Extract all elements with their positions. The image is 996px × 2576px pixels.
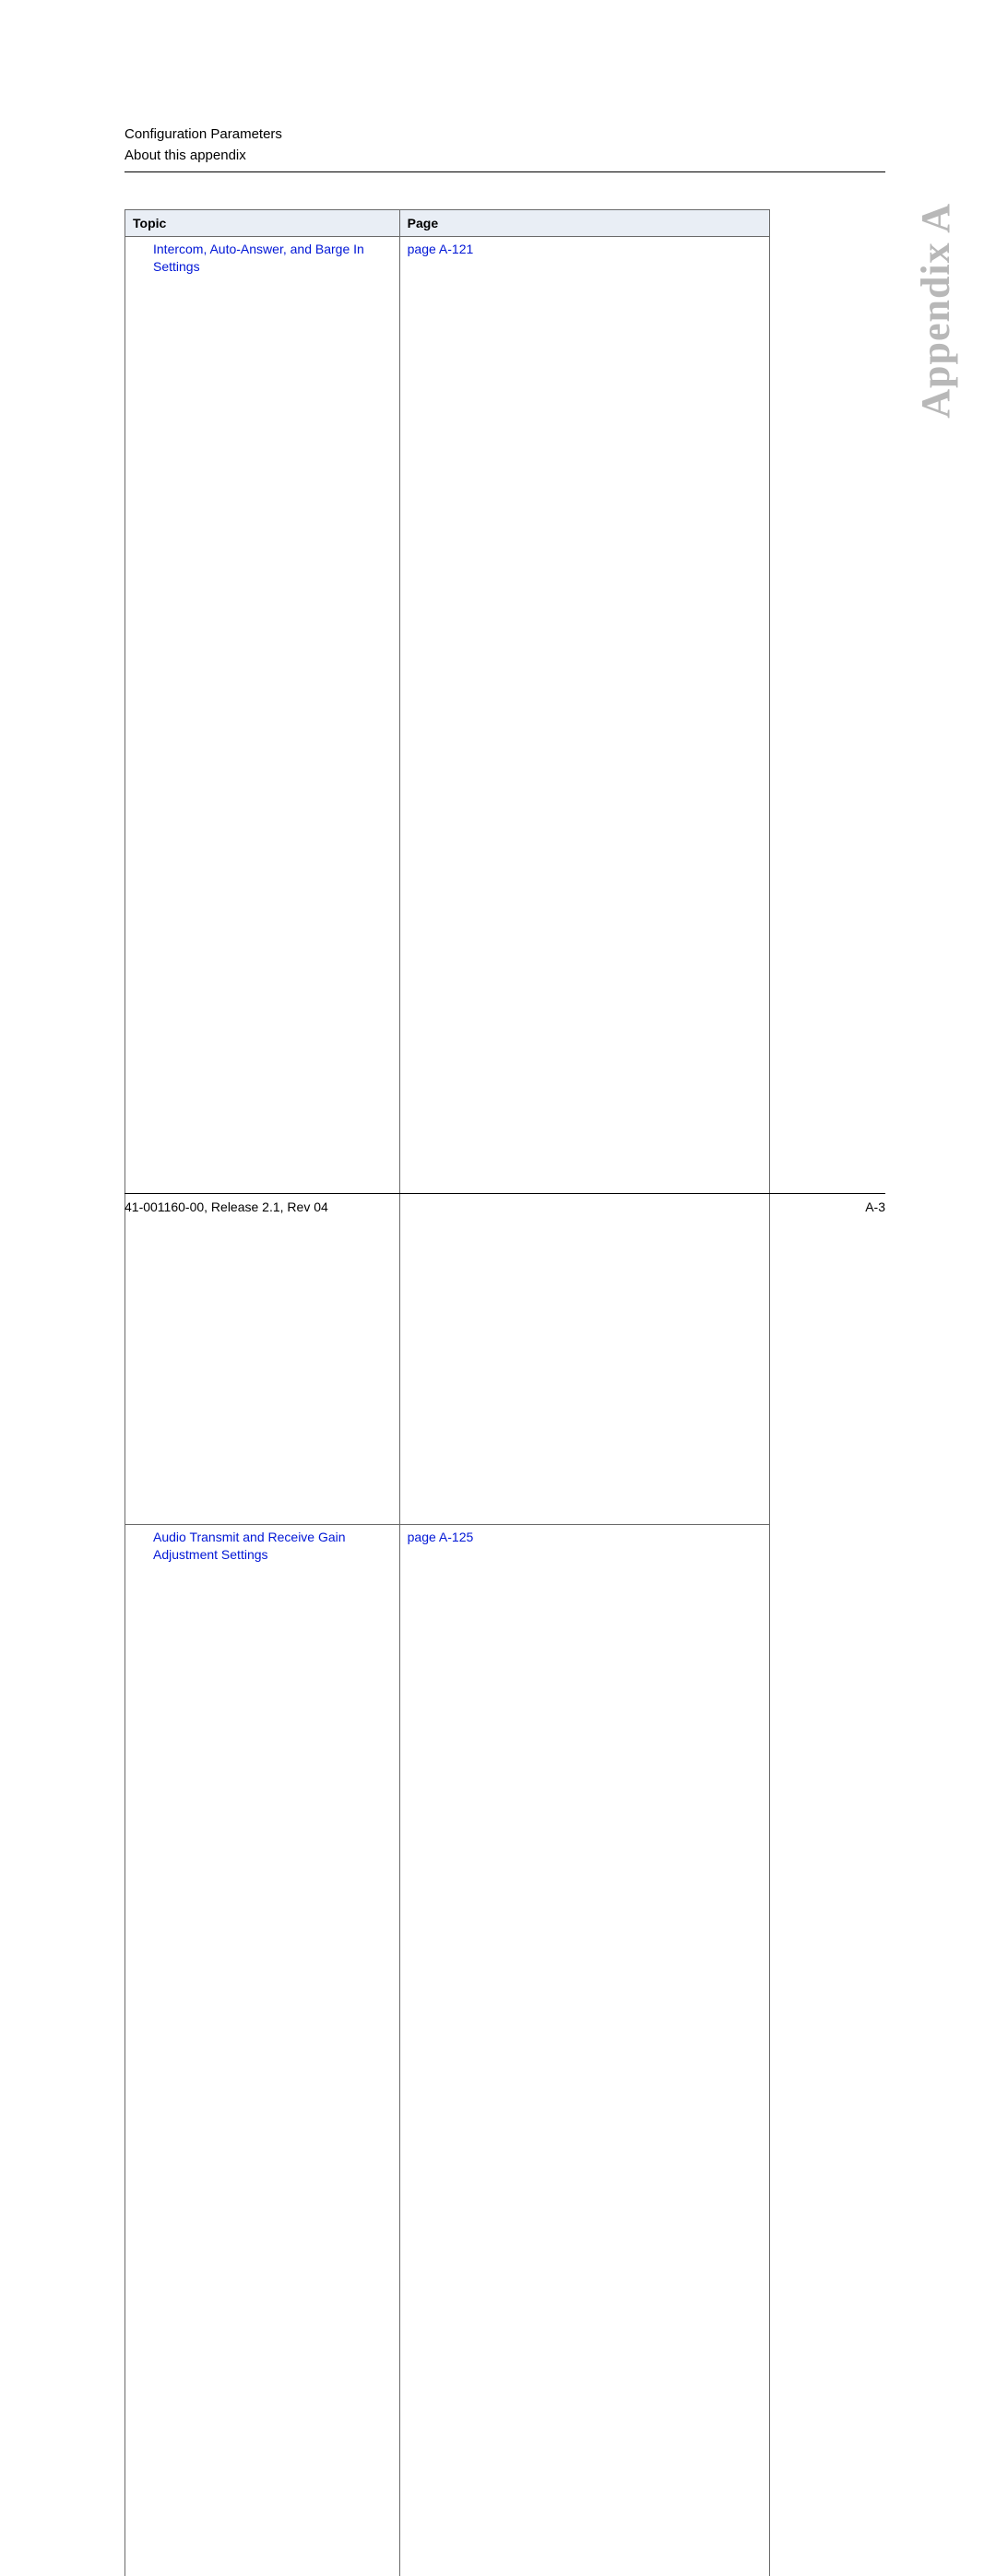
page-footer: 41-001160-00, Release 2.1, Rev 04 A-3 bbox=[125, 1193, 885, 1214]
toc-table: Topic Page Intercom, Auto-Answer, and Ba… bbox=[125, 209, 770, 2576]
toc-header-page: Page bbox=[399, 210, 769, 237]
page-header: Configuration Parameters About this appe… bbox=[125, 124, 885, 172]
toc-header-topic: Topic bbox=[125, 210, 400, 237]
footer-row: 41-001160-00, Release 2.1, Rev 04 A-3 bbox=[125, 1199, 885, 1214]
page-link[interactable]: page A-121 bbox=[408, 242, 474, 256]
appendix-side-label: Appendix A bbox=[912, 203, 959, 419]
header-line-2: About this appendix bbox=[125, 146, 885, 167]
topic-cell: Intercom, Auto-Answer, and Barge In Sett… bbox=[125, 237, 400, 1525]
toc-body: Intercom, Auto-Answer, and Barge In Sett… bbox=[125, 237, 770, 2576]
footer-left: 41-001160-00, Release 2.1, Rev 04 bbox=[125, 1199, 328, 1214]
toc-table-wrap: Topic Page Intercom, Auto-Answer, and Ba… bbox=[125, 209, 885, 2576]
page-cell: page A-121 bbox=[399, 237, 769, 1525]
topic-link[interactable]: Intercom, Auto-Answer, and Barge In Sett… bbox=[133, 241, 392, 276]
page-cell: page A-125 bbox=[399, 1525, 769, 2576]
header-line-1: Configuration Parameters bbox=[125, 124, 885, 146]
topic-cell: Audio Transmit and Receive Gain Adjustme… bbox=[125, 1525, 400, 2576]
toc-header-row: Topic Page bbox=[125, 210, 770, 237]
document-page: Configuration Parameters About this appe… bbox=[0, 0, 996, 1288]
table-row: Audio Transmit and Receive Gain Adjustme… bbox=[125, 1525, 770, 2576]
topic-link[interactable]: Audio Transmit and Receive Gain Adjustme… bbox=[133, 1529, 392, 1564]
header-rule bbox=[125, 171, 885, 172]
footer-rule bbox=[125, 1193, 885, 1194]
page-link[interactable]: page A-125 bbox=[408, 1530, 474, 1544]
table-row: Intercom, Auto-Answer, and Barge In Sett… bbox=[125, 237, 770, 1525]
footer-right: A-3 bbox=[865, 1199, 885, 1214]
